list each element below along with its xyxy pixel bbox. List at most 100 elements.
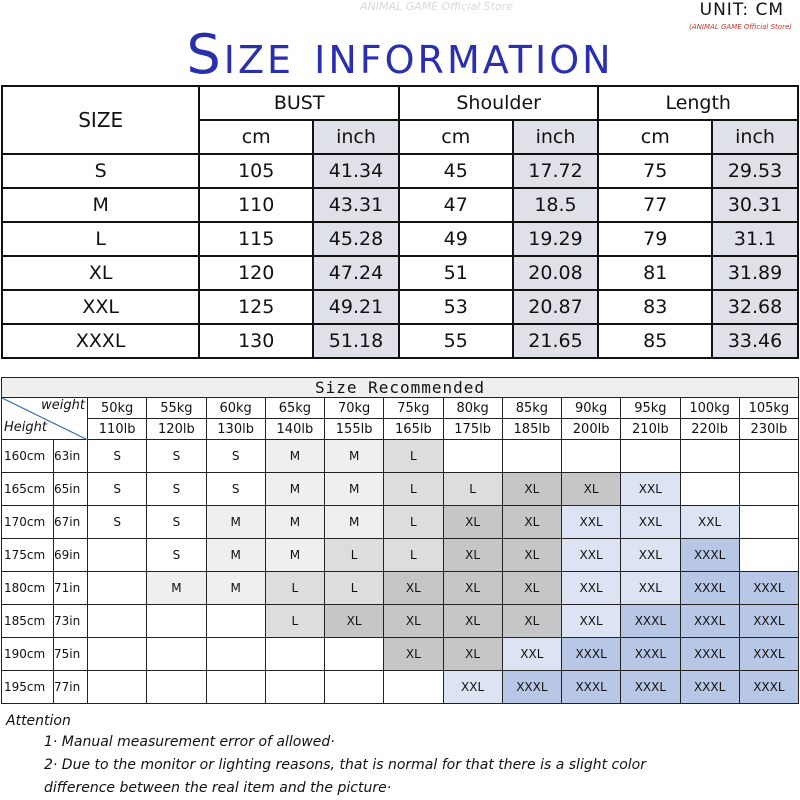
inch-value: 47.24 bbox=[312, 255, 400, 291]
recommended-size-cell: L bbox=[323, 571, 385, 605]
height-cm: 190cm bbox=[1, 637, 54, 671]
cm-value: 130 bbox=[198, 323, 315, 359]
weight-lb: 220lb bbox=[679, 418, 740, 440]
inch-value: 17.72 bbox=[511, 153, 600, 189]
size-name: XXXL bbox=[0, 323, 201, 359]
recommended-size-cell: XXXL bbox=[738, 670, 800, 704]
height-row: 185cm 73in L XL XL XL XL XXL XXXL XXXL XXXL bbox=[1, 604, 800, 638]
height-row: 165cm 65in S S S M M L L XL XL XXL bbox=[1, 472, 800, 506]
recommended-size-cell bbox=[264, 637, 326, 671]
recommended-size-cell bbox=[560, 439, 622, 473]
recommended-size-cell: XL bbox=[501, 472, 563, 506]
recommended-size-cell: XL bbox=[442, 637, 503, 671]
unit-label: UNIT: CM bbox=[699, 0, 784, 20]
unit-cm: cm bbox=[597, 119, 714, 155]
shoulder-header: Shoulder bbox=[397, 85, 600, 121]
page-title: Size information bbox=[186, 23, 614, 86]
recommended-size-cell bbox=[146, 637, 207, 671]
recommended-size-cell: M bbox=[264, 472, 326, 506]
recommended-size-cell bbox=[205, 670, 266, 704]
recommended-size-cell: XXXL bbox=[560, 670, 622, 704]
cm-value: 49 bbox=[397, 221, 514, 257]
recommended-size-cell: XXXL bbox=[679, 571, 740, 605]
recommended-size-cell bbox=[738, 439, 800, 473]
height-cm: 160cm bbox=[1, 439, 54, 473]
weight-lb: 175lb bbox=[442, 418, 503, 440]
recommended-size-cell: XL bbox=[501, 571, 563, 605]
recommended-size-cell bbox=[86, 637, 148, 671]
height-row: 175cm 69in S M M L L XL XL XXL XXL XXXL bbox=[1, 538, 800, 572]
weight-lb: 210lb bbox=[620, 418, 681, 440]
recommended-size-cell: XXXL bbox=[501, 670, 563, 704]
cm-value: 45 bbox=[397, 153, 514, 189]
recommended-title: Size Recommended bbox=[1, 377, 799, 398]
cm-value: 51 bbox=[397, 255, 514, 291]
weight-lb-row: 110lb 120lb 130lb 140lb 155lb 165lb 175lb 185lb… bbox=[2, 418, 800, 440]
recommended-size-cell: XXL bbox=[501, 637, 563, 671]
inch-value: 30.31 bbox=[711, 187, 799, 223]
length-header: Length bbox=[597, 85, 799, 121]
recommended-size-cell: L bbox=[264, 604, 326, 638]
unit-inch: inch bbox=[511, 119, 600, 155]
cm-value: 75 bbox=[597, 153, 714, 189]
recommended-size-cell: XL bbox=[442, 571, 503, 605]
size-row: XXXL 130 51.18 55 21.65 85 33.46 bbox=[0, 323, 799, 359]
weight-lb: 110lb bbox=[86, 418, 148, 440]
recommended-size-cell bbox=[205, 604, 266, 638]
recommended-size-cell: M bbox=[205, 505, 266, 539]
cm-value: 53 bbox=[397, 289, 514, 325]
recommended-size-cell: XL bbox=[383, 604, 444, 638]
weight-lb: 230lb bbox=[738, 418, 800, 440]
height-row: 195cm 77in XXL XXXL XXXL XXXL XXXL XXXL bbox=[1, 670, 800, 704]
recommended-size-cell bbox=[146, 670, 207, 704]
weight-kg: 105kg bbox=[738, 397, 800, 419]
size-row: XXL 125 49.21 53 20.87 83 32.68 bbox=[0, 289, 799, 325]
size-recommended-table: Size Recommended weight Height 50kg 55kg 6… bbox=[1, 377, 800, 704]
watermark: ANIMAL GAME Official Store bbox=[360, 0, 513, 13]
recommended-size-cell: XXXL bbox=[679, 637, 740, 671]
recommended-size-cell: M bbox=[323, 505, 385, 539]
size-name: XL bbox=[0, 255, 201, 291]
recommended-size-cell: S bbox=[205, 472, 266, 506]
note-1: 1· Manual measurement error of allowed· bbox=[44, 734, 335, 750]
recommended-size-cell: M bbox=[264, 439, 326, 473]
recommended-size-cell bbox=[146, 604, 207, 638]
size-name: L bbox=[0, 221, 201, 257]
recommended-size-cell bbox=[86, 604, 148, 638]
weight-lb: 200lb bbox=[560, 418, 622, 440]
recommended-size-cell: L bbox=[323, 538, 385, 572]
recommended-size-cell: XXXL bbox=[679, 670, 740, 704]
weight-lb: 165lb bbox=[383, 418, 444, 440]
recommended-size-cell: XXXL bbox=[560, 637, 622, 671]
inch-value: 29.53 bbox=[711, 153, 799, 189]
cm-value: 83 bbox=[597, 289, 714, 325]
recommended-size-cell: XL bbox=[501, 604, 563, 638]
recommended-size-cell: L bbox=[383, 472, 444, 506]
height-cm: 170cm bbox=[1, 505, 54, 539]
height-cm: 195cm bbox=[1, 670, 54, 704]
measurement-table: SIZE BUST Shoulder Length cm inch cm inc… bbox=[0, 85, 799, 359]
recommended-size-cell: XXL bbox=[560, 538, 622, 572]
recommended-size-cell bbox=[442, 439, 503, 473]
recommended-size-cell: XL bbox=[442, 505, 503, 539]
cm-value: 110 bbox=[198, 187, 315, 223]
unit-inch: inch bbox=[312, 119, 400, 155]
inch-value: 18.5 bbox=[511, 187, 600, 223]
height-label: Height bbox=[4, 420, 47, 435]
recommended-size-cell: L bbox=[383, 439, 444, 473]
recommended-size-cell: XL bbox=[560, 472, 622, 506]
recommended-size-cell: XXL bbox=[620, 571, 681, 605]
recommended-size-cell: XXXL bbox=[679, 538, 740, 572]
recommended-size-cell bbox=[738, 472, 800, 506]
cm-value: 77 bbox=[597, 187, 714, 223]
recommended-size-cell: XL bbox=[323, 604, 385, 638]
weight-kg: 50kg bbox=[86, 397, 148, 419]
weight-lb: 185lb bbox=[501, 418, 563, 440]
recommended-size-cell bbox=[501, 439, 563, 473]
inch-value: 20.08 bbox=[511, 255, 600, 291]
recommended-size-cell: XXXL bbox=[738, 604, 800, 638]
recommended-size-cell: XXXL bbox=[738, 637, 800, 671]
recommended-size-cell bbox=[86, 670, 148, 704]
weight-kg: 95kg bbox=[620, 397, 681, 419]
height-cm: 175cm bbox=[1, 538, 54, 572]
